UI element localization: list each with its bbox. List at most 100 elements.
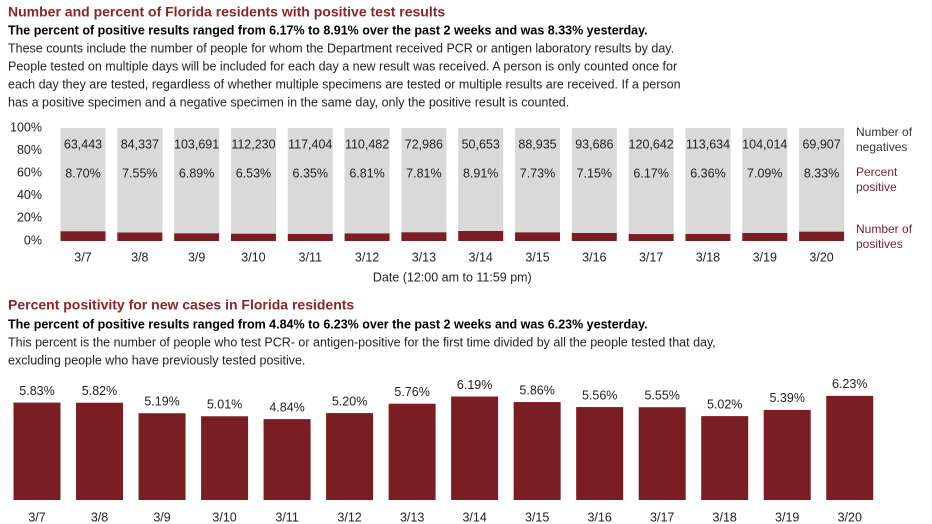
x-tick-label: 3/17 [650, 510, 674, 524]
bar [388, 403, 436, 500]
x-tick-label: 3/10 [212, 510, 236, 524]
x-tick-label: 3/9 [188, 250, 205, 264]
bar-segment [685, 233, 731, 241]
percent-label: 7.73% [520, 166, 555, 180]
x-tick-label: 3/13 [400, 510, 424, 524]
bar-segment [117, 128, 163, 233]
x-tick-label: 3/20 [838, 510, 862, 524]
bar-segment [230, 233, 276, 241]
bar-segment [515, 232, 561, 241]
bar-segment [799, 231, 845, 241]
data-label: 110,482 [345, 137, 389, 151]
description-line: This percent is the number of people who… [8, 335, 716, 349]
data-label: 69,907 [802, 137, 840, 151]
data-label: 5.19% [144, 395, 179, 409]
percent-label: 6.89% [179, 166, 214, 180]
data-label: 5.02% [707, 397, 742, 411]
x-tick-label: 3/20 [809, 250, 833, 264]
percent-label: 7.55% [122, 166, 157, 180]
data-label: 50,653 [462, 137, 500, 151]
data-label: 5.56% [582, 388, 617, 402]
bar-segment [230, 128, 276, 234]
legend-item: Number of positives [856, 222, 913, 251]
data-label: 104,014 [742, 137, 787, 151]
x-tick-label: 3/14 [469, 250, 493, 264]
description-line: has a positive specimen and a negative s… [8, 95, 569, 109]
y-tick-label: 60% [17, 165, 42, 179]
bar [513, 402, 561, 500]
bar [451, 396, 499, 500]
y-tick-label: 40% [17, 188, 42, 202]
bar-segment [742, 128, 788, 233]
data-label: 113,634 [686, 137, 730, 151]
data-label: 93,686 [575, 137, 613, 151]
data-label: 5.39% [769, 391, 804, 405]
percent-label: 6.35% [293, 166, 328, 180]
bar-segment [401, 232, 447, 241]
x-tick-label: 3/8 [91, 510, 108, 524]
bar-segment [571, 128, 617, 233]
x-tick-label: 3/7 [74, 250, 91, 264]
x-tick-label: 3/14 [462, 510, 486, 524]
bar-segment [117, 232, 163, 241]
bar-segment [628, 234, 674, 241]
bar [138, 413, 186, 500]
bar [201, 416, 249, 500]
bar [263, 419, 311, 500]
x-tick-label: 3/16 [587, 510, 611, 524]
percent-label: 8.33% [804, 166, 839, 180]
chart-subtitle: The percent of positive results ranged f… [8, 317, 648, 331]
x-tick-label: 3/12 [337, 510, 361, 524]
legend-label: Number of positives [856, 222, 913, 251]
percent-label: 6.81% [349, 166, 384, 180]
x-tick-label: 3/16 [582, 250, 606, 264]
percent-label: 7.09% [747, 166, 782, 180]
bar-segment [799, 128, 845, 232]
data-label: 5.76% [394, 385, 429, 399]
bar-segment [458, 230, 504, 241]
bar-segment [458, 128, 504, 231]
data-label: 5.83% [19, 384, 54, 398]
data-label: 84,337 [121, 137, 159, 151]
data-label: 112,230 [231, 137, 275, 151]
description-line: each day they are tested, regardless of … [8, 77, 681, 91]
bar [576, 407, 624, 500]
data-label: 4.84% [269, 400, 304, 414]
bar-segment [174, 128, 220, 234]
data-label: 120,642 [629, 137, 674, 151]
chart-title: Percent positivity for new cases in Flor… [8, 297, 354, 313]
x-tick-label: 3/17 [639, 250, 663, 264]
legend-label: Percent positive [856, 165, 898, 194]
bar-segment [515, 128, 561, 233]
x-tick-label: 3/9 [153, 510, 170, 524]
data-label: 117,404 [288, 137, 332, 151]
bar-segment [60, 231, 106, 241]
x-tick-label: 3/18 [696, 250, 720, 264]
data-label: 63,443 [64, 137, 102, 151]
chart-subtitle: The percent of positive results ranged f… [8, 23, 648, 37]
bar-segment [742, 232, 788, 241]
data-label: 6.19% [457, 378, 492, 392]
bar-segment [628, 128, 674, 235]
percent-label: 7.81% [406, 166, 441, 180]
bar [326, 413, 374, 500]
bar-segment [685, 128, 731, 234]
y-tick-label: 80% [17, 143, 42, 157]
bar [638, 407, 686, 500]
x-tick-label: 3/11 [299, 250, 322, 264]
legend-item: Number of negatives [856, 125, 912, 154]
chart-title: Number and percent of Florida residents … [8, 4, 445, 20]
x-tick-label: 3/13 [412, 250, 436, 264]
data-label: 5.86% [519, 383, 554, 397]
description-line: excluding people who have previously tes… [8, 353, 305, 367]
percent-label: 8.91% [463, 166, 498, 180]
x-tick-label: 3/12 [355, 250, 379, 264]
y-tick-label: 0% [24, 233, 42, 247]
x-tick-label: 3/10 [241, 250, 265, 264]
data-label: 5.55% [644, 389, 679, 403]
bar [826, 395, 874, 500]
x-axis-title: Date (12:00 am to 11:59 pm) [373, 270, 532, 284]
bar-segment [287, 233, 333, 241]
y-tick-label: 100% [10, 120, 42, 134]
x-tick-label: 3/15 [525, 250, 549, 264]
